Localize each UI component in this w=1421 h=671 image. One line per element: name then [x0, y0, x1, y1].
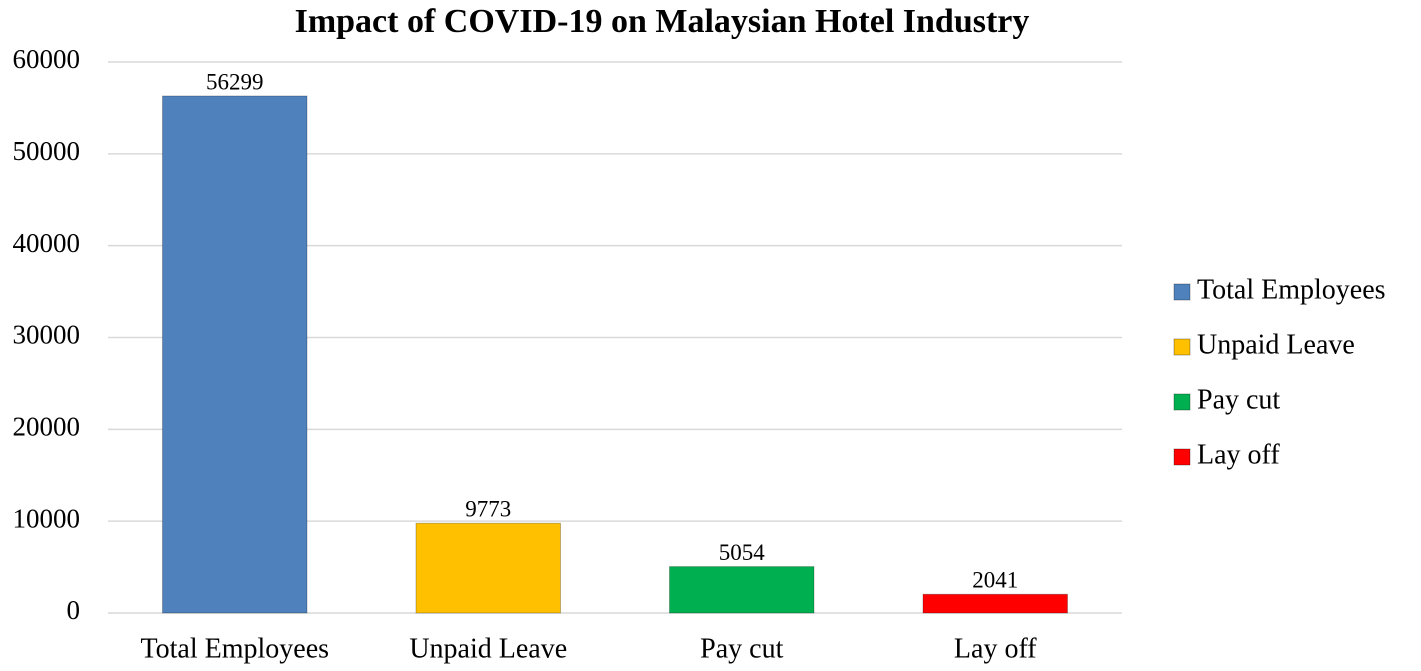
bar	[669, 566, 815, 614]
legend-swatch	[1173, 283, 1191, 301]
y-tick-label: 0	[67, 595, 81, 625]
chart-title: Impact of COVID-19 on Malaysian Hotel In…	[295, 3, 1030, 40]
x-tick-label: Unpaid Leave	[409, 633, 567, 664]
y-tick-label: 10000	[13, 503, 81, 533]
legend-label: Unpaid Leave	[1197, 329, 1355, 360]
bar	[162, 95, 308, 614]
x-tick-label: Total Employees	[140, 633, 329, 664]
bar	[415, 522, 561, 614]
bar	[922, 593, 1068, 614]
y-tick-label: 60000	[13, 44, 81, 74]
legend-label: Total Employees	[1197, 274, 1386, 305]
legend-swatch	[1173, 448, 1191, 466]
legend-swatch	[1173, 338, 1191, 356]
legend-label: Lay off	[1197, 439, 1280, 470]
x-tick-label: Lay off	[954, 633, 1037, 664]
y-tick-label: 50000	[13, 136, 81, 166]
y-tick-label: 30000	[13, 320, 81, 350]
data-label: 2041	[972, 568, 1018, 593]
y-tick-label: 40000	[13, 228, 81, 258]
legend-label: Pay cut	[1197, 384, 1280, 415]
y-tick-label: 20000	[13, 412, 81, 442]
data-label: 9773	[465, 497, 511, 522]
legend-swatch	[1173, 393, 1191, 411]
data-label: 56299	[206, 69, 264, 94]
data-label: 5054	[719, 540, 766, 565]
x-tick-label: Pay cut	[700, 633, 783, 664]
